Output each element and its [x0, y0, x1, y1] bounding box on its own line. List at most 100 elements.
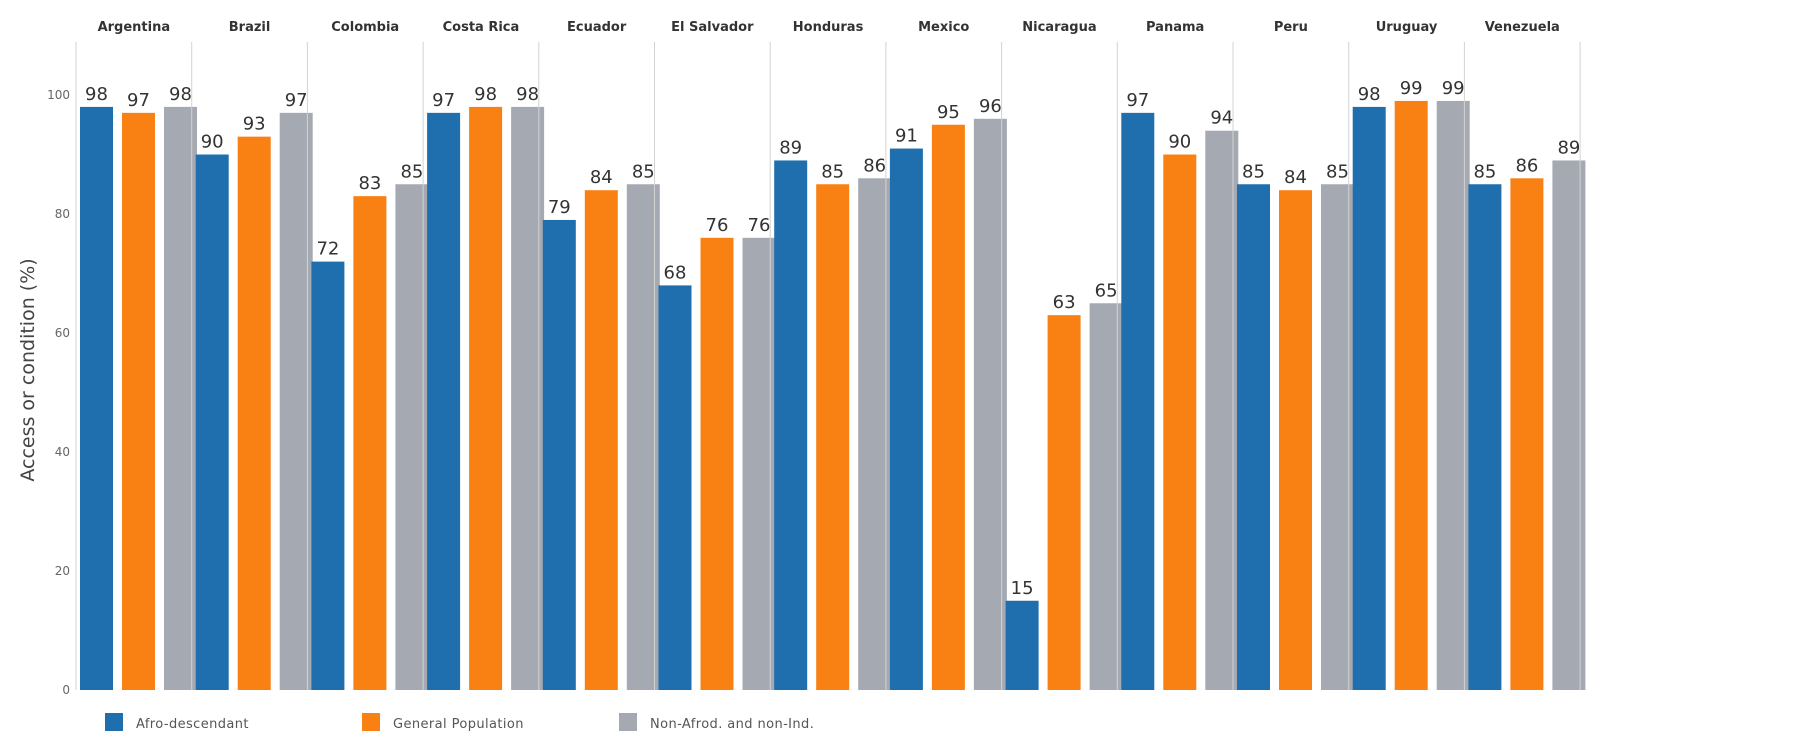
y-tick-label-40: 40: [55, 445, 70, 459]
panel-title-honduras: Honduras: [793, 20, 864, 35]
bar-uruguay-general-population: [1394, 100, 1428, 690]
bar-ecuador-afro-descendant: [542, 219, 576, 690]
bar-argentina-general-population: [122, 112, 155, 691]
data-label-costa-rica-general-population: 98: [474, 84, 497, 105]
data-label-brazil-afro-descendant: 90: [201, 132, 224, 153]
panel-brazil: Brazil 90 93 97: [191, 20, 313, 691]
data-label-mexico-general-population: 95: [937, 102, 960, 123]
bar-colombia-afro-descendant: [311, 261, 345, 690]
y-tick-label-0: 0: [62, 683, 70, 697]
bar-colombia-general-population: [353, 196, 387, 690]
panel-title-panama: Panama: [1146, 20, 1204, 35]
panel-title-colombia: Colombia: [331, 20, 399, 35]
panel-argentina: Argentina 98 97 98: [75, 20, 197, 691]
data-label-uruguay-afro-descendant: 98: [1358, 84, 1381, 105]
bar-peru-general-population: [1279, 190, 1312, 690]
legend-label-general-population: General Population: [393, 717, 524, 732]
panel-title-argentina: Argentina: [98, 20, 171, 35]
panel-el-salvador: El Salvador 68 76 76: [654, 20, 776, 691]
bar-costa-rica-general-population: [469, 106, 503, 690]
bar-panama-afro-descendant: [1121, 112, 1155, 691]
panel-honduras: Honduras 89 85 86: [769, 20, 892, 691]
panel-title-uruguay: Uruguay: [1376, 20, 1438, 35]
panel-venezuela: Venezuela 85 86 89: [1463, 20, 1586, 691]
y-tick-label-20: 20: [55, 564, 70, 578]
data-label-honduras-general-population: 85: [821, 161, 844, 182]
bar-venezuela-general-population: [1510, 178, 1544, 691]
data-label-panama-afro-descendant: 97: [1126, 90, 1149, 111]
data-label-ecuador-general-population: 84: [590, 167, 613, 188]
data-label-el-salvador-general-population: 76: [706, 215, 729, 236]
bar-brazil-general-population: [237, 136, 271, 690]
bar-venezuela-afro-descendant: [1468, 184, 1502, 690]
panel-uruguay: Uruguay 98 99 99: [1348, 20, 1470, 690]
data-label-nicaragua-afro-descendant: 15: [1011, 578, 1034, 599]
legend: Afro-descendant General Population Non-Afr…: [105, 713, 814, 732]
data-label-honduras-afro-descendant: 89: [779, 137, 802, 158]
data-label-colombia-general-population: 83: [358, 173, 381, 194]
bar-el-salvador-afro-descendant: [658, 285, 692, 690]
data-label-peru-general-population: 84: [1284, 167, 1307, 188]
bar-panama-general-population: [1163, 154, 1197, 690]
legend-swatch-afro-descendant: [105, 713, 123, 731]
legend-label-non-afrod-and-non-ind: Non-Afrod. and non-Ind.: [650, 717, 814, 732]
data-label-nicaragua-non-afrod-and-non-ind: 65: [1095, 280, 1118, 301]
data-label-panama-general-population: 90: [1168, 132, 1191, 153]
legend-label-afro-descendant: Afro-descendant: [136, 717, 249, 732]
y-tick-label-60: 60: [55, 326, 70, 340]
data-label-colombia-non-afrod-and-non-ind: 85: [400, 161, 423, 182]
panel-title-ecuador: Ecuador: [567, 20, 627, 35]
data-label-honduras-non-afrod-and-non-ind: 86: [863, 155, 886, 176]
panel-mexico: Mexico 91 95 96: [885, 20, 1007, 691]
data-label-venezuela-non-afrod-and-non-ind: 89: [1557, 137, 1580, 158]
data-label-peru-afro-descendant: 85: [1242, 161, 1265, 182]
data-label-uruguay-general-population: 99: [1400, 78, 1423, 99]
panel-title-peru: Peru: [1274, 20, 1308, 35]
data-label-brazil-non-afrod-and-non-ind: 97: [285, 90, 308, 111]
y-axis-ticks: 0 20 40 60 80 100: [47, 88, 70, 697]
panel-peru: Peru 85 84 85: [1232, 20, 1354, 690]
bar-argentina-afro-descendant: [80, 106, 113, 690]
bar-costa-rica-afro-descendant: [427, 112, 461, 691]
data-label-costa-rica-afro-descendant: 97: [432, 90, 455, 111]
data-label-ecuador-non-afrod-and-non-ind: 85: [632, 161, 655, 182]
panel-ecuador: Ecuador 79 84 85: [538, 20, 660, 690]
panel-title-nicaragua: Nicaragua: [1022, 20, 1096, 35]
panel-title-costa-rica: Costa Rica: [443, 20, 520, 35]
bar-ecuador-general-population: [584, 190, 618, 690]
panel-title-venezuela: Venezuela: [1485, 20, 1560, 35]
data-label-peru-non-afrod-and-non-ind: 85: [1326, 161, 1349, 182]
panel-title-brazil: Brazil: [229, 20, 271, 35]
data-label-mexico-afro-descendant: 91: [895, 126, 918, 147]
data-label-venezuela-general-population: 86: [1515, 155, 1538, 176]
data-label-brazil-general-population: 93: [243, 114, 266, 135]
chart-panels: Argentina 98 97 98 Brazil 90 93 97 Colombia 72 83 8…: [75, 20, 1586, 691]
data-label-el-salvador-afro-descendant: 68: [664, 262, 687, 283]
bar-peru-afro-descendant: [1237, 184, 1270, 690]
data-label-nicaragua-general-population: 63: [1053, 292, 1076, 313]
data-label-ecuador-afro-descendant: 79: [548, 197, 571, 218]
data-label-colombia-afro-descendant: 72: [316, 239, 339, 260]
panel-panama: Panama 97 90 94: [1116, 20, 1239, 691]
data-label-el-salvador-non-afrod-and-non-ind: 76: [748, 215, 771, 236]
bar-brazil-afro-descendant: [195, 154, 229, 690]
panel-colombia: Colombia 72 83 85: [306, 20, 429, 690]
y-tick-label-80: 80: [55, 207, 70, 221]
data-label-argentina-non-afrod-and-non-ind: 98: [169, 84, 192, 105]
data-label-costa-rica-non-afrod-and-non-ind: 98: [516, 84, 539, 105]
bar-nicaragua-general-population: [1047, 315, 1081, 690]
panel-costa-rica: Costa Rica 97 98 98: [422, 20, 545, 691]
data-label-argentina-general-population: 97: [127, 90, 150, 111]
y-axis-title: Access or condition (%): [17, 258, 39, 481]
data-label-panama-non-afrod-and-non-ind: 94: [1210, 108, 1233, 129]
panel-nicaragua: Nicaragua 15 63 65: [1001, 20, 1123, 690]
bar-mexico-afro-descendant: [889, 148, 923, 691]
bar-nicaragua-afro-descendant: [1005, 600, 1039, 690]
bar-honduras-afro-descendant: [774, 160, 808, 690]
bar-mexico-general-population: [931, 124, 965, 690]
panel-title-el-salvador: El Salvador: [671, 20, 754, 35]
data-label-mexico-non-afrod-and-non-ind: 96: [979, 96, 1002, 117]
bar-honduras-general-population: [816, 184, 850, 690]
